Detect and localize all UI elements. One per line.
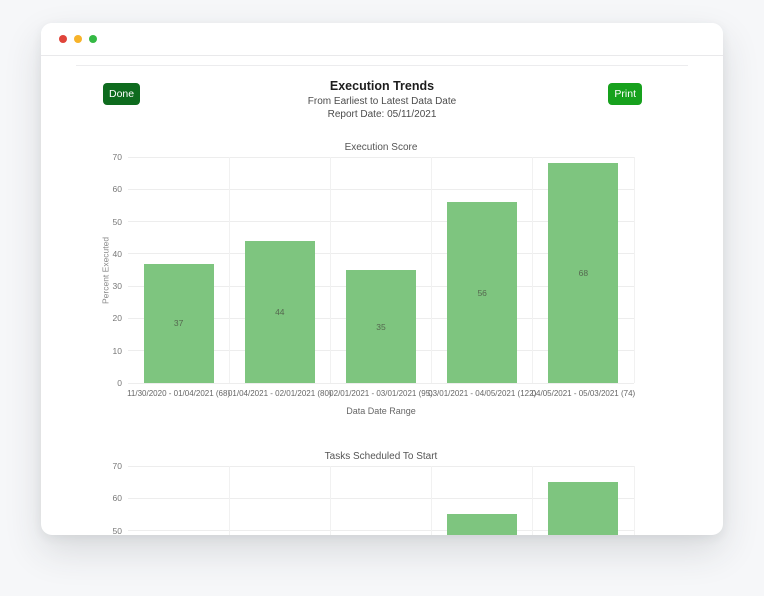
y-axis-tick-label: 50 (112, 216, 122, 227)
execution-score-chart: Execution Score 0 10 20 30 40 50 60 70 37 44 35 56 6… (76, 142, 688, 442)
chart-plot-area: 0 10 20 30 40 50 60 70 37 44 35 56 68 (113, 152, 635, 388)
app-window: Done Print Execution Trends From Earlies… (41, 23, 723, 535)
bar: 37 (143, 263, 214, 383)
gridline-horizontal (128, 382, 634, 384)
gridline-vertical (633, 157, 635, 383)
zoom-window-icon[interactable] (89, 35, 97, 43)
gridline-vertical (532, 466, 534, 535)
done-button[interactable]: Done (103, 83, 141, 105)
print-button[interactable]: Print (608, 83, 642, 105)
bar-value-label: 37 (173, 318, 184, 329)
y-axis-tick-label: 70 (112, 461, 122, 471)
y-axis-tick-label: 20 (112, 313, 122, 324)
minimize-window-icon[interactable] (74, 35, 82, 43)
bar: 68 (548, 163, 619, 383)
chart-title: Tasks Scheduled To Start (324, 451, 438, 462)
bar: 56 (447, 202, 518, 383)
bar: 35 (346, 270, 416, 383)
gridline-horizontal (128, 156, 634, 158)
report-subtitle: From Earliest to Latest Data Date (307, 96, 457, 107)
y-axis-tick-label: 60 (112, 493, 122, 504)
gridline-horizontal (128, 188, 634, 190)
x-axis-tick-label: 11/30/2020 - 01/04/2021 (68) (127, 389, 231, 398)
bar-value-label: 44 (275, 306, 285, 317)
gridline-vertical (228, 466, 230, 535)
gridline-vertical (228, 157, 230, 383)
x-axis-tick-label: 02/01/2021 - 03/01/2021 (95) (329, 389, 433, 398)
report-container: Done Print Execution Trends From Earlies… (76, 65, 688, 535)
gridline-vertical (532, 157, 534, 383)
chart-title: Execution Score (344, 142, 418, 153)
bar: 44 (244, 240, 315, 383)
y-axis-tick-label: 30 (112, 281, 122, 292)
tasks-scheduled-to-start-chart: Tasks Scheduled To Start 010203040506070… (76, 451, 688, 535)
bar-value-label: 56 (477, 287, 487, 298)
bar: 55 (447, 514, 518, 535)
chart-plot-area: 0102030405060705565 (113, 461, 635, 535)
window-titlebar (41, 23, 723, 56)
report-header: Execution Trends From Earliest to Latest… (76, 79, 688, 120)
y-axis-tick-label: 10 (112, 345, 122, 356)
x-axis-tick-label: 01/04/2021 - 02/01/2021 (80) (227, 389, 332, 398)
gridline-vertical (431, 157, 433, 383)
gridline-horizontal (128, 221, 634, 223)
y-axis-title: Percent Executed (100, 236, 111, 304)
y-axis-tick-label: 70 (112, 152, 122, 162)
gridline-vertical (431, 466, 433, 535)
close-window-icon[interactable] (59, 35, 67, 43)
gridline-horizontal (128, 253, 634, 255)
bar-value-label: 35 (376, 321, 386, 332)
y-axis-tick-label: 0 (117, 378, 122, 388)
y-axis-tick-label: 50 (112, 525, 122, 535)
report-date: Report Date: 05/11/2021 (327, 109, 437, 120)
gridline-horizontal (128, 497, 634, 499)
x-axis-tick-label: 04/05/2021 - 05/03/2021 (74) (531, 389, 636, 398)
gridline-vertical (329, 157, 331, 383)
gridline-horizontal (128, 465, 634, 467)
bar-value-label: 68 (578, 268, 589, 279)
gridline-vertical (633, 466, 635, 535)
gridline-vertical (329, 466, 331, 535)
page-title: Execution Trends (329, 79, 435, 93)
x-axis-tick-label: 03/01/2021 - 04/05/2021 (122) (428, 389, 537, 398)
y-axis-tick-label: 40 (112, 248, 122, 259)
gridline-horizontal (128, 530, 634, 532)
y-axis-tick-label: 60 (112, 184, 122, 195)
bar: 65 (548, 482, 619, 535)
x-axis-title: Data Date Range (346, 406, 416, 416)
